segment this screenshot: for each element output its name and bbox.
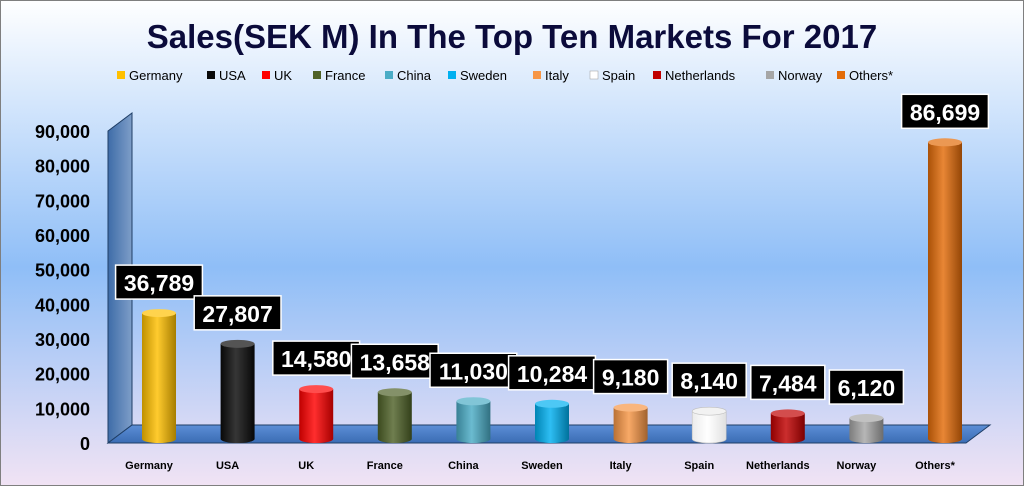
data-label-box-netherlands — [750, 364, 826, 401]
legend-label-germany: Germany — [129, 68, 183, 83]
legend-label-china: China — [397, 68, 432, 83]
legend-label-netherlands: Netherlands — [665, 68, 736, 83]
legend-swatch-uk — [262, 71, 270, 79]
legend-swatch-norway — [766, 71, 774, 79]
data-label-netherlands: 7,484 — [759, 370, 817, 396]
bar-top-sweden — [535, 399, 569, 408]
y-tick-label: 0 — [80, 434, 90, 454]
x-tick-label-germany: Germany — [125, 460, 174, 472]
legend-swatch-italy — [533, 71, 541, 79]
bar-others — [928, 142, 962, 443]
data-label-box-uk — [272, 340, 361, 376]
y-tick-label: 10,000 — [35, 399, 90, 419]
y-tick-label: 20,000 — [35, 365, 90, 385]
legend-swatch-others — [837, 71, 845, 79]
y-tick-label: 40,000 — [35, 295, 90, 315]
data-label-box-norway — [828, 369, 905, 405]
bar-top-italy — [613, 403, 648, 412]
data-label-box-germany — [114, 264, 204, 300]
bar-top-france — [377, 388, 412, 397]
x-tick-label-sweden: Sweden — [521, 460, 563, 472]
bar-uk — [299, 389, 334, 443]
legend: Germany USA UK France China Sweden Italy Spain N… — [117, 68, 893, 83]
legend-label-usa: USA — [219, 68, 246, 83]
x-tick-label-norway: Norway — [837, 460, 878, 472]
x-tick-label-uk: UK — [298, 460, 314, 472]
y-tick-label: 70,000 — [35, 191, 90, 211]
y-tick-label: 80,000 — [35, 157, 90, 177]
legend-label-sweden: Sweden — [460, 68, 507, 83]
x-axis-labels: Germany USA UK France China Sweden Italy Spain N… — [125, 460, 955, 472]
bar-spain — [691, 410, 727, 444]
bars: 36,789 27,807 14,580 13,658 11,030 10,284 9,18… — [114, 93, 990, 444]
y-tick-label: 50,000 — [35, 261, 90, 281]
data-label-spain: 8,140 — [680, 368, 738, 394]
data-label-norway: 6,120 — [838, 375, 896, 401]
x-tick-label-spain: Spain — [684, 460, 714, 472]
legend-swatch-germany — [117, 71, 125, 79]
y-tick-label: 90,000 — [35, 122, 90, 142]
x-tick-label-netherlands: Netherlands — [746, 460, 810, 472]
data-label-box-france — [350, 343, 439, 380]
bar-netherlands — [770, 413, 805, 443]
legend-swatch-sweden — [448, 71, 456, 79]
data-label-box-others — [900, 93, 990, 130]
legend-label-others: Others* — [849, 68, 893, 83]
bar-top-norway — [849, 414, 884, 423]
legend-label-italy: Italy — [545, 68, 569, 83]
bar-top-germany — [142, 309, 176, 318]
data-label-others: 86,699 — [910, 99, 980, 125]
bar-china — [456, 401, 491, 443]
legend-swatch-china — [385, 71, 393, 79]
y-axis-ticks: 0 10,000 20,000 30,000 40,000 50,000 60,000 70,… — [35, 122, 90, 454]
x-tick-label-usa: USA — [216, 460, 239, 472]
data-label-usa: 27,807 — [202, 301, 272, 327]
bar-top-others — [928, 138, 962, 147]
legend-label-uk: UK — [274, 68, 292, 83]
data-label-germany: 36,789 — [124, 270, 194, 296]
bar-top-uk — [299, 385, 334, 394]
data-label-box-italy — [592, 358, 669, 395]
legend-label-spain: Spain — [602, 68, 635, 83]
data-label-box-china — [429, 352, 518, 389]
x-tick-label-others: Others* — [915, 460, 955, 472]
bar-italy — [613, 407, 648, 443]
data-label-uk: 14,580 — [281, 346, 351, 372]
legend-swatch-usa — [207, 71, 215, 79]
bar-norway — [849, 418, 884, 443]
data-label-china: 11,030 — [439, 358, 508, 384]
data-label-france: 13,658 — [360, 349, 431, 375]
y-tick-label: 30,000 — [35, 330, 90, 350]
data-label-italy: 9,180 — [602, 365, 660, 391]
legend-swatch-spain — [589, 70, 599, 80]
data-label-sweden: 10,284 — [517, 361, 588, 387]
bar-top-spain — [691, 406, 727, 416]
bar-france — [377, 392, 412, 443]
x-tick-label-italy: Italy — [610, 460, 633, 472]
legend-swatch-france — [313, 71, 321, 79]
bar-top-china — [456, 397, 491, 406]
bar-top-netherlands — [770, 409, 805, 418]
bar-germany — [142, 313, 176, 443]
legend-swatch-netherlands — [653, 71, 661, 79]
bar-top-usa — [220, 339, 255, 348]
chart-title: Sales(SEK M) In The Top Ten Markets For … — [147, 18, 877, 55]
data-label-box-usa — [193, 295, 282, 331]
data-label-box-spain — [671, 362, 747, 398]
bar-sweden — [535, 403, 569, 443]
y-tick-label: 60,000 — [35, 226, 90, 246]
bar-usa — [220, 343, 255, 443]
x-tick-label-china: China — [448, 460, 479, 472]
legend-label-norway: Norway — [778, 68, 823, 83]
x-tick-label-france: France — [367, 460, 403, 472]
legend-label-france: France — [325, 68, 365, 83]
